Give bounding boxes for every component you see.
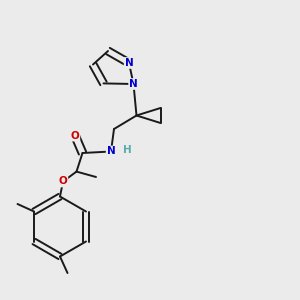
Text: H: H <box>123 145 132 155</box>
Text: N: N <box>129 79 138 89</box>
Text: N: N <box>124 58 134 68</box>
Text: O: O <box>70 130 80 141</box>
Text: N: N <box>106 146 116 157</box>
Text: O: O <box>58 176 68 187</box>
